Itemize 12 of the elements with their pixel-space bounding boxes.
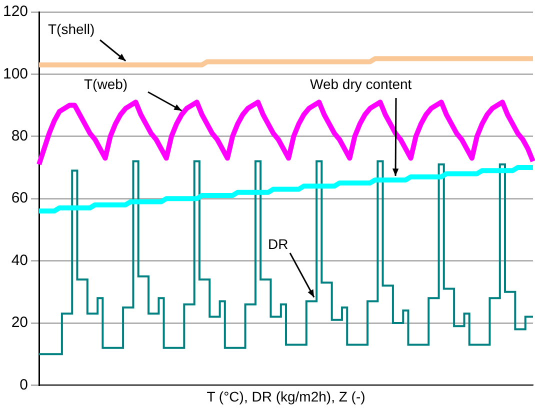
series-label: DR xyxy=(268,236,288,252)
y-tick-label: 40 xyxy=(11,252,28,269)
y-tick-label: 100 xyxy=(2,65,28,82)
x-axis-title: T (°C), DR (kg/m2h), Z (-) xyxy=(206,388,366,404)
series-label: T(web) xyxy=(84,76,128,92)
text: Web dry content xyxy=(310,76,412,92)
y-tick-label: 0 xyxy=(20,376,28,394)
y-tick-label: 20 xyxy=(11,314,28,332)
text: T(shell) xyxy=(48,20,95,37)
y-tick-label: 60 xyxy=(11,190,28,207)
y-tick-label: 120 xyxy=(2,3,28,20)
y-tick-label: 80 xyxy=(11,128,28,145)
